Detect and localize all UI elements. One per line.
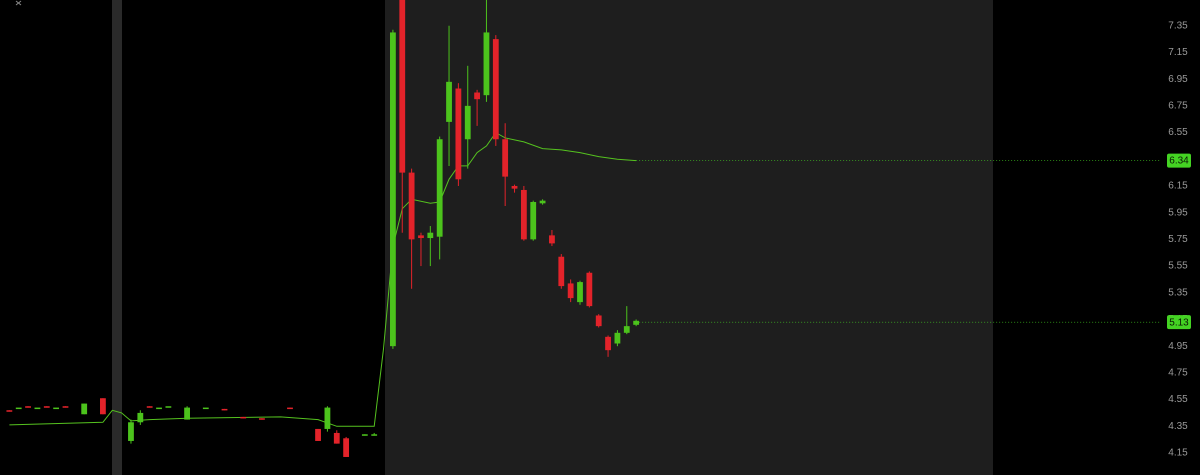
y-tick-label: 4.15 <box>1168 448 1188 459</box>
candle-body <box>156 407 162 410</box>
candle-body <box>558 256 565 287</box>
candle-body <box>100 398 106 415</box>
candle-body <box>361 434 368 436</box>
candle-body <box>343 438 350 457</box>
candle-body <box>464 105 471 140</box>
price-badge <box>1167 153 1191 168</box>
candle-body <box>333 432 340 444</box>
plot-area <box>6 0 1160 457</box>
candle-body <box>53 407 60 410</box>
y-tick-label: 7.35 <box>1168 20 1188 31</box>
candle-body <box>427 232 434 239</box>
candle-body <box>287 407 293 410</box>
candle-body <box>62 406 69 408</box>
y-tick-label: 5.35 <box>1168 287 1188 298</box>
candle-body <box>436 139 443 237</box>
price-badge <box>1167 315 1191 330</box>
regular-session <box>385 0 993 475</box>
candle-body <box>6 410 13 412</box>
y-tick-label: 5.75 <box>1168 234 1188 245</box>
candle-body <box>418 235 424 239</box>
candle-body <box>549 235 555 244</box>
candle-body <box>511 185 518 189</box>
candle-body <box>455 88 462 180</box>
candle-body <box>399 0 406 173</box>
y-tick-label: 4.35 <box>1168 421 1188 432</box>
candle-body <box>240 416 247 419</box>
candle-body <box>614 332 621 344</box>
candle-body <box>324 407 331 429</box>
candle-body <box>530 201 537 240</box>
candle-body <box>474 92 480 100</box>
price-axis: 4.154.354.554.754.955.155.355.555.755.95… <box>1167 20 1191 459</box>
candle-body <box>221 408 228 411</box>
candle-body <box>633 320 640 325</box>
candle-body <box>492 39 499 140</box>
session-break <box>112 0 122 475</box>
y-tick-label: 4.55 <box>1168 394 1188 405</box>
candle-body <box>371 434 378 436</box>
candle-body <box>315 428 321 441</box>
candle-body <box>259 418 265 420</box>
y-tick-label: 6.15 <box>1168 181 1188 192</box>
candle-body <box>408 172 415 240</box>
candle-body <box>34 407 41 410</box>
y-tick-label: 4.95 <box>1168 341 1188 352</box>
candle-body <box>577 282 583 303</box>
y-tick-label: 5.55 <box>1168 261 1188 272</box>
candle-body <box>605 336 611 351</box>
y-tick-label: 5.95 <box>1168 207 1188 218</box>
candle-body <box>81 403 88 415</box>
y-tick-label: 6.95 <box>1168 74 1188 85</box>
y-tick-label: 6.75 <box>1168 101 1188 112</box>
candle-body <box>586 272 593 307</box>
candle-body <box>502 139 509 177</box>
candle-body <box>137 412 144 423</box>
candle-body <box>595 315 602 327</box>
candle-body <box>165 406 172 408</box>
candle-body <box>539 200 546 204</box>
price-badge-label: 6.34 <box>1169 156 1189 167</box>
candle-body <box>43 406 50 408</box>
candle-body <box>446 81 452 122</box>
candle-body <box>184 407 190 420</box>
candle-body <box>15 407 22 410</box>
y-tick-label: 4.75 <box>1168 368 1188 379</box>
candle-body <box>520 189 527 240</box>
candle-body <box>390 32 396 347</box>
close-icon[interactable] <box>15 0 22 6</box>
candle-body <box>146 406 153 408</box>
candle-body <box>25 406 31 408</box>
y-tick-label: 6.55 <box>1168 127 1188 138</box>
candle-body <box>128 422 134 441</box>
candle-body <box>483 32 490 96</box>
candle-body <box>623 326 630 333</box>
y-tick-label: 7.15 <box>1168 47 1188 58</box>
average-line <box>9 131 637 427</box>
candle-body <box>202 407 209 410</box>
price-badge-label: 5.13 <box>1169 317 1189 328</box>
candle-body <box>567 283 574 299</box>
